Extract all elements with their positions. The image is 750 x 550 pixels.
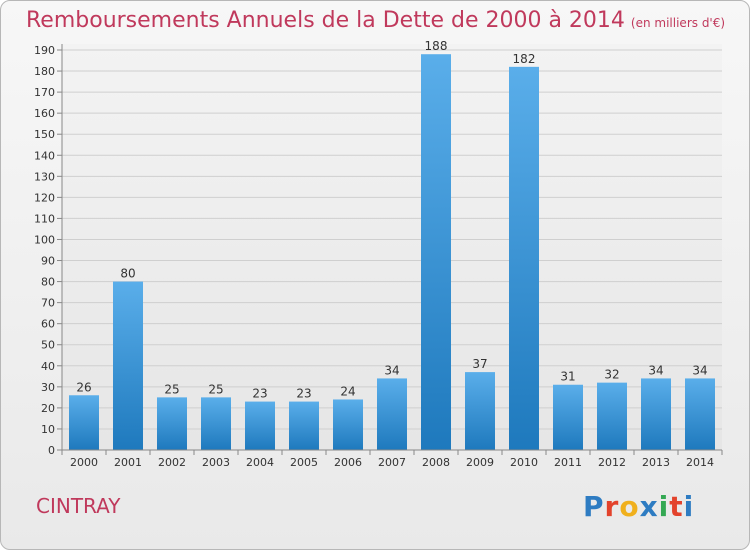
chart-title-text: Remboursements Annuels de la Dette de 20… [26, 8, 625, 33]
x-tick-label-2014: 2014 [686, 456, 714, 469]
logo-letter: i [683, 490, 695, 523]
y-tick-label: 190 [34, 44, 55, 57]
x-tick-label-2006: 2006 [334, 456, 362, 469]
bar-2008 [421, 54, 451, 451]
bar-2009 [465, 372, 495, 450]
x-tick-label-2002: 2002 [158, 456, 186, 469]
data-label-2007: 34 [384, 363, 399, 377]
axes: 0 10 20 30 40 50 60 70 80 90 100 110 120 130 140 150 160… [34, 44, 723, 469]
bar-2003 [201, 397, 231, 450]
logo-letter: r [604, 490, 620, 523]
data-label-2000: 26 [76, 380, 91, 394]
bar-2004 [245, 401, 275, 450]
data-label-2009: 37 [472, 357, 487, 371]
data-label-2010: 182 [513, 52, 536, 66]
data-label-2002: 25 [164, 382, 179, 396]
logo-letter: t [669, 490, 684, 523]
commune-name: CINTRAY [36, 494, 121, 518]
logo-letter: i [658, 490, 670, 523]
x-tick-label-2007: 2007 [378, 456, 406, 469]
y-tick-label: 100 [34, 233, 55, 246]
x-tick-label-2004: 2004 [246, 456, 274, 469]
x-tick-label-2001: 2001 [114, 456, 142, 469]
data-label-2008: 188 [425, 39, 448, 53]
y-tick-label: 60 [41, 318, 55, 331]
data-labels: 26 80 25 25 23 23 24 34 188 37 182 31 32 34 34 [76, 39, 707, 400]
x-tick-label-2005: 2005 [290, 456, 318, 469]
bar-2014 [685, 378, 715, 450]
data-label-2013: 34 [648, 363, 663, 377]
x-tick-label-2000: 2000 [70, 456, 98, 469]
y-tick-label: 160 [34, 107, 55, 120]
data-label-2003: 25 [208, 382, 223, 396]
chart-unit: (en milliers d'€) [630, 16, 726, 30]
logo-letter: P [583, 490, 605, 523]
data-label-2004: 23 [252, 387, 267, 401]
x-tick-label-2011: 2011 [554, 456, 582, 469]
logo-letter: o [619, 490, 640, 523]
bar-2013 [641, 378, 671, 450]
y-tick-label: 180 [34, 65, 55, 78]
bar-2007 [377, 378, 407, 450]
y-tick-label: 0 [48, 444, 55, 457]
y-tick-label: 20 [41, 402, 55, 415]
bar-2005 [289, 401, 319, 450]
y-tick-label: 150 [34, 128, 55, 141]
data-label-2006: 24 [340, 384, 355, 398]
x-tick-label-2012: 2012 [598, 456, 626, 469]
y-tick-label: 50 [41, 339, 55, 352]
data-label-2012: 32 [604, 368, 619, 382]
logo-letter: x [639, 490, 659, 523]
y-tick-label: 110 [34, 212, 55, 225]
bar-2002 [157, 397, 187, 450]
x-tick-label-2009: 2009 [466, 456, 494, 469]
y-tick-label: 90 [41, 255, 55, 268]
y-tick-label: 120 [34, 191, 55, 204]
bar-2012 [597, 382, 627, 450]
x-tick-label-2008: 2008 [422, 456, 450, 469]
bar-2001 [113, 281, 143, 450]
proxiti-logo: Proxiti [583, 490, 694, 523]
y-tick-label: 30 [41, 381, 55, 394]
y-tick-label: 170 [34, 86, 55, 99]
bar-2000 [69, 395, 99, 450]
data-label-2014: 34 [692, 363, 707, 377]
x-tick-label-2003: 2003 [202, 456, 230, 469]
bar-2006 [333, 399, 363, 450]
bar-2011 [553, 384, 583, 450]
data-label-2005: 23 [296, 387, 311, 401]
y-tick-label: 130 [34, 170, 55, 183]
chart-title: Remboursements Annuels de la Dette de 20… [26, 8, 725, 33]
data-label-2001: 80 [120, 267, 135, 281]
data-label-2011: 31 [560, 370, 575, 384]
y-tick-label: 80 [41, 276, 55, 289]
y-tick-label: 40 [41, 360, 55, 373]
bar-2010 [509, 66, 539, 450]
bars [69, 54, 715, 451]
x-tick-label-2010: 2010 [510, 456, 538, 469]
y-tick-label: 70 [41, 297, 55, 310]
x-tick-label-2013: 2013 [642, 456, 670, 469]
y-tick-label: 10 [41, 423, 55, 436]
y-tick-label: 140 [34, 149, 55, 162]
